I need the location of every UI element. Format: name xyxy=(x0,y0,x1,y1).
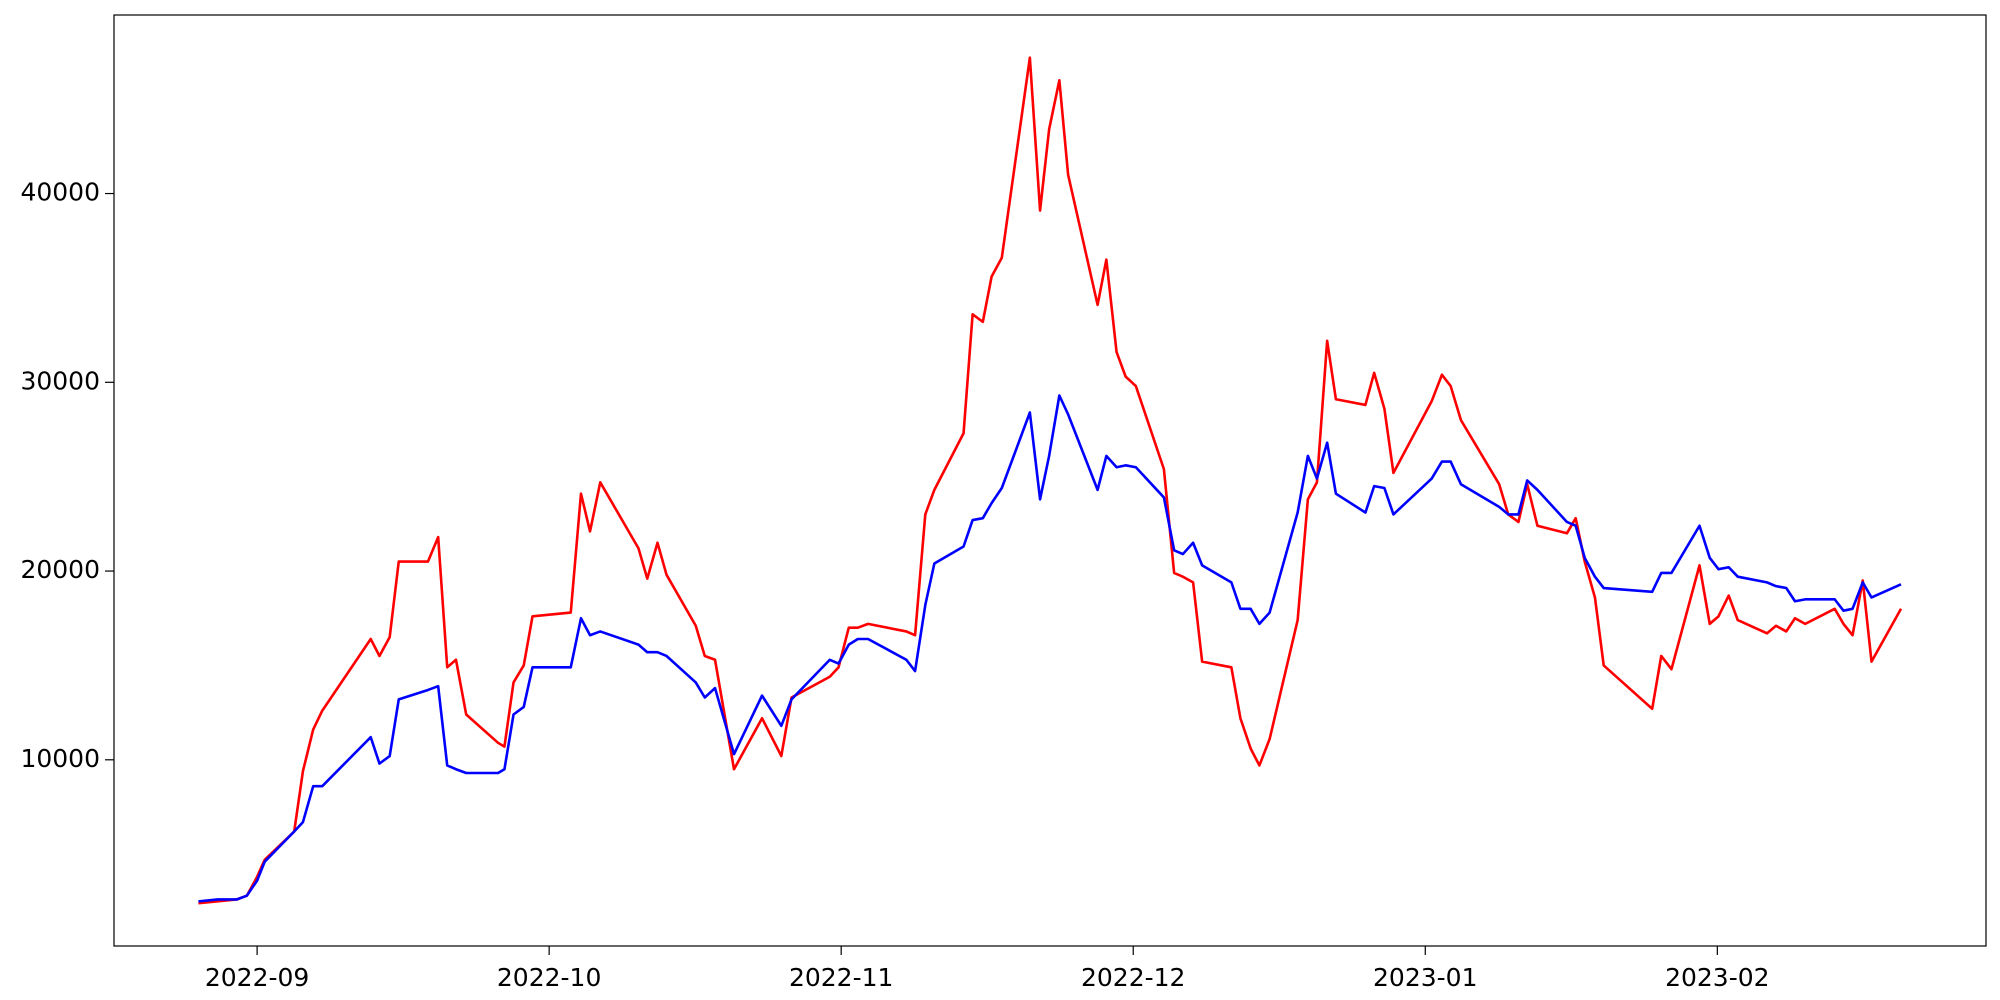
x-tick-label: 2023-01 xyxy=(1373,963,1477,992)
x-tick-label: 2022-12 xyxy=(1081,963,1185,992)
data-line xyxy=(198,56,1903,905)
plot-frame xyxy=(113,14,1987,947)
x-tick-label: 2022-09 xyxy=(205,963,309,992)
x-tick-label: 2023-02 xyxy=(1665,963,1769,992)
y-tick-label: 10000 xyxy=(20,744,100,773)
y-tick-label: 20000 xyxy=(20,555,100,584)
y-tick-label: 30000 xyxy=(20,366,100,395)
x-tick-label: 2022-10 xyxy=(497,963,601,992)
y-tick-label: 40000 xyxy=(20,178,100,207)
x-tick-label: 2022-11 xyxy=(789,963,893,992)
data-line xyxy=(198,394,1902,903)
